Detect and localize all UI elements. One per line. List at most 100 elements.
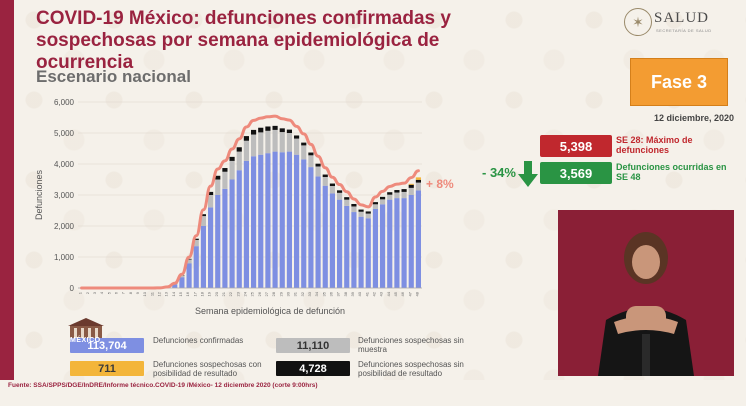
- x-tick-label: 42: [371, 291, 376, 296]
- bar-segment: [294, 135, 300, 139]
- bar-segment: [337, 192, 343, 200]
- bar-segment: [380, 196, 386, 200]
- no-sample-value: 11,110: [276, 338, 350, 353]
- bar-segment: [251, 156, 257, 288]
- y-tick-label: 5,000: [54, 129, 75, 138]
- y-tick-label: 0: [70, 284, 75, 293]
- x-tick-label: 11: [149, 291, 154, 296]
- bar-segment: [387, 192, 393, 195]
- bar-segment: [365, 213, 371, 219]
- phase-badge: Fase 3: [630, 58, 728, 106]
- se28-max-value: 5,398: [540, 135, 612, 157]
- bar-segment: [236, 170, 242, 288]
- bar-segment: [251, 129, 257, 135]
- bar-segment: [272, 129, 278, 152]
- mexico-museum-icon: [68, 318, 104, 338]
- x-tick-label: 7: [121, 291, 126, 294]
- x-tick-label: 45: [393, 291, 398, 296]
- x-tick-label: 4: [99, 291, 104, 294]
- x-tick-label: 21: [221, 291, 226, 296]
- y-tick-label: 4,000: [54, 160, 75, 169]
- x-tick-label: 43: [379, 291, 384, 296]
- bar-segment: [258, 127, 264, 133]
- se48-label: Defunciones ocurridas en SE 48: [616, 162, 727, 182]
- bar-segment: [380, 199, 386, 205]
- bar-segment: [200, 226, 206, 288]
- bar-segment: [243, 160, 249, 288]
- bar-segment: [279, 152, 285, 288]
- x-tick-label: 13: [164, 291, 169, 296]
- x-tick-label: 18: [199, 291, 204, 296]
- bar-segment: [258, 132, 264, 155]
- report-date: 12 diciembre, 2020: [653, 113, 734, 123]
- bar-segment: [229, 156, 235, 161]
- bar-segment: [308, 152, 314, 156]
- x-tick-label: 31: [293, 291, 298, 296]
- logo-subtext: SECRETARÍA DE SALUD: [656, 28, 712, 33]
- bar-segment: [408, 184, 414, 188]
- se28-max-label: SE 28: Máximo de defunciones: [616, 135, 693, 155]
- bar-segment: [351, 212, 357, 288]
- y-tick-label: 1,000: [54, 253, 75, 262]
- x-axis-label: Semana epidemiológica de defunción: [195, 306, 345, 316]
- bar-segment: [200, 216, 206, 226]
- trend-line: [80, 114, 420, 290]
- x-tick-label: 27: [264, 291, 269, 296]
- bar-segment: [365, 218, 371, 288]
- bar-segment: [286, 133, 292, 152]
- bar-segment: [186, 259, 192, 264]
- bar-segment: [286, 151, 292, 288]
- bar-segment: [394, 190, 400, 193]
- y-axis: 0 1,000 2,000 3,000 4,000 5,000 6,000: [54, 98, 422, 293]
- bar-segment: [394, 198, 400, 288]
- x-tick-label: 47: [407, 291, 412, 296]
- bar-segment: [408, 183, 414, 185]
- x-tick-label: 5: [106, 291, 111, 294]
- bar-segment: [186, 263, 192, 288]
- bar-segment: [222, 168, 228, 172]
- bar-segment: [186, 258, 192, 260]
- bar-segment: [236, 151, 242, 171]
- bar-segment: [315, 166, 321, 177]
- possible-result-value: 711: [70, 361, 144, 376]
- x-axis: 1 2 3 4 5 6 7 8 9 10 11 12 13 14 15 16 17 18 19 20 21 22 23 24 2…: [78, 287, 422, 296]
- x-tick-label: 38: [343, 291, 348, 296]
- y-tick-label: 3,000: [54, 191, 75, 200]
- x-tick-label: 44: [386, 291, 391, 296]
- sign-language-interpreter-video: [558, 210, 734, 376]
- bar-segment: [301, 145, 307, 160]
- arrow-down-icon: [518, 161, 538, 187]
- bar-segment: [387, 194, 393, 200]
- scenario-subtitle: Escenario nacional: [36, 67, 191, 86]
- footer-bar: [0, 380, 746, 406]
- bar-segment: [193, 246, 199, 288]
- bar-segment: [358, 216, 364, 288]
- bar-segment: [365, 211, 371, 214]
- bar-segment: [215, 175, 221, 180]
- bar-segment: [337, 199, 343, 288]
- bar-segment: [329, 186, 335, 194]
- no-sample-label: Defunciones sospechosas sin muestra: [358, 336, 464, 354]
- x-tick-label: 16: [185, 291, 190, 296]
- bar-segment: [179, 277, 185, 288]
- bar-segment: [215, 179, 221, 195]
- x-tick-label: 48: [414, 291, 419, 296]
- bar-segment: [415, 182, 421, 191]
- bar-segment: [322, 177, 328, 186]
- bar-segment: [236, 147, 242, 152]
- x-tick-label: 46: [400, 291, 405, 296]
- bar-segment: [415, 177, 421, 180]
- bar-segment: [344, 199, 350, 206]
- x-tick-label: 24: [242, 291, 247, 296]
- bar-segment: [301, 142, 307, 146]
- x-tick-label: 33: [307, 291, 312, 296]
- bar-segment: [372, 202, 378, 205]
- no-possible-result-value: 4,728: [276, 361, 350, 376]
- bar-segment: [251, 134, 257, 157]
- bar-segment: [372, 204, 378, 209]
- bar-segment: [193, 239, 199, 247]
- x-tick-label: 36: [328, 291, 333, 296]
- bar-segment: [243, 136, 249, 141]
- bar-segment: [265, 130, 271, 154]
